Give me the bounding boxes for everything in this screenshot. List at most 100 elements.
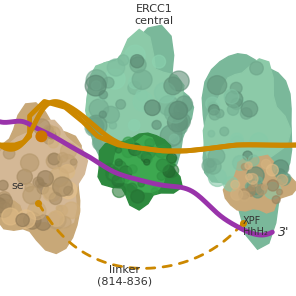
Circle shape — [48, 153, 60, 165]
Circle shape — [32, 205, 43, 216]
Circle shape — [123, 137, 134, 148]
Text: se: se — [12, 181, 25, 191]
Circle shape — [168, 112, 187, 132]
Text: 3': 3' — [278, 226, 289, 239]
Circle shape — [118, 144, 133, 158]
Circle shape — [207, 76, 227, 95]
Circle shape — [152, 55, 165, 68]
Circle shape — [53, 177, 72, 196]
Circle shape — [230, 82, 242, 94]
Circle shape — [167, 153, 177, 163]
Circle shape — [40, 128, 54, 142]
Circle shape — [208, 131, 215, 137]
Circle shape — [85, 118, 104, 136]
Circle shape — [277, 189, 282, 195]
Circle shape — [152, 121, 159, 128]
Circle shape — [209, 109, 220, 120]
Circle shape — [226, 91, 243, 108]
Circle shape — [165, 164, 178, 178]
Circle shape — [250, 133, 268, 150]
Circle shape — [157, 149, 169, 162]
Circle shape — [115, 147, 126, 158]
Circle shape — [240, 189, 247, 195]
Circle shape — [4, 202, 14, 212]
Circle shape — [43, 125, 55, 136]
Circle shape — [0, 197, 6, 213]
Circle shape — [36, 179, 44, 187]
Circle shape — [2, 208, 19, 225]
Circle shape — [272, 196, 280, 204]
Circle shape — [36, 131, 47, 141]
Circle shape — [207, 160, 215, 167]
Circle shape — [155, 146, 167, 158]
Circle shape — [224, 89, 239, 104]
Circle shape — [136, 89, 147, 101]
Circle shape — [86, 115, 107, 136]
Circle shape — [169, 71, 189, 91]
Circle shape — [145, 142, 165, 162]
Circle shape — [243, 151, 252, 160]
Circle shape — [58, 152, 68, 162]
Circle shape — [63, 202, 80, 219]
Circle shape — [64, 186, 73, 195]
Text: XPF
HhH₂: XPF HhH₂ — [243, 215, 268, 237]
Circle shape — [145, 139, 154, 148]
Circle shape — [264, 182, 281, 199]
Circle shape — [57, 205, 67, 216]
Circle shape — [241, 101, 258, 117]
Circle shape — [281, 173, 291, 183]
Circle shape — [172, 119, 188, 134]
Circle shape — [127, 183, 137, 193]
Circle shape — [24, 212, 41, 229]
Circle shape — [233, 156, 248, 170]
Circle shape — [231, 189, 243, 200]
Polygon shape — [223, 155, 296, 213]
Circle shape — [231, 98, 242, 110]
Circle shape — [144, 100, 160, 115]
Circle shape — [248, 155, 259, 166]
Circle shape — [272, 160, 289, 176]
Circle shape — [112, 174, 125, 187]
Circle shape — [43, 183, 61, 202]
Circle shape — [231, 180, 239, 189]
Circle shape — [160, 125, 182, 147]
Circle shape — [155, 82, 176, 103]
Circle shape — [169, 101, 187, 119]
Circle shape — [131, 190, 144, 203]
Circle shape — [246, 187, 255, 196]
Circle shape — [115, 147, 122, 153]
Circle shape — [91, 81, 101, 90]
Circle shape — [239, 189, 250, 199]
Circle shape — [48, 211, 64, 226]
Circle shape — [122, 146, 134, 157]
Circle shape — [267, 180, 279, 191]
Polygon shape — [202, 54, 292, 249]
Circle shape — [112, 184, 126, 197]
Circle shape — [252, 181, 257, 187]
Circle shape — [116, 99, 126, 109]
Circle shape — [49, 192, 62, 205]
Polygon shape — [87, 25, 194, 173]
Circle shape — [58, 155, 77, 173]
Circle shape — [128, 143, 141, 156]
Circle shape — [56, 205, 62, 212]
Circle shape — [208, 102, 218, 112]
Circle shape — [247, 179, 263, 195]
Circle shape — [47, 126, 60, 139]
Circle shape — [37, 171, 53, 186]
Circle shape — [70, 159, 77, 165]
Circle shape — [103, 77, 114, 88]
Circle shape — [89, 99, 109, 118]
Circle shape — [86, 70, 107, 91]
Circle shape — [246, 174, 252, 180]
Circle shape — [215, 109, 224, 118]
Circle shape — [17, 169, 32, 184]
Circle shape — [46, 126, 53, 133]
Circle shape — [132, 70, 152, 89]
Circle shape — [93, 136, 107, 150]
Polygon shape — [98, 133, 182, 210]
Circle shape — [44, 188, 56, 199]
Circle shape — [60, 217, 71, 228]
Circle shape — [137, 149, 146, 158]
Circle shape — [98, 92, 107, 100]
